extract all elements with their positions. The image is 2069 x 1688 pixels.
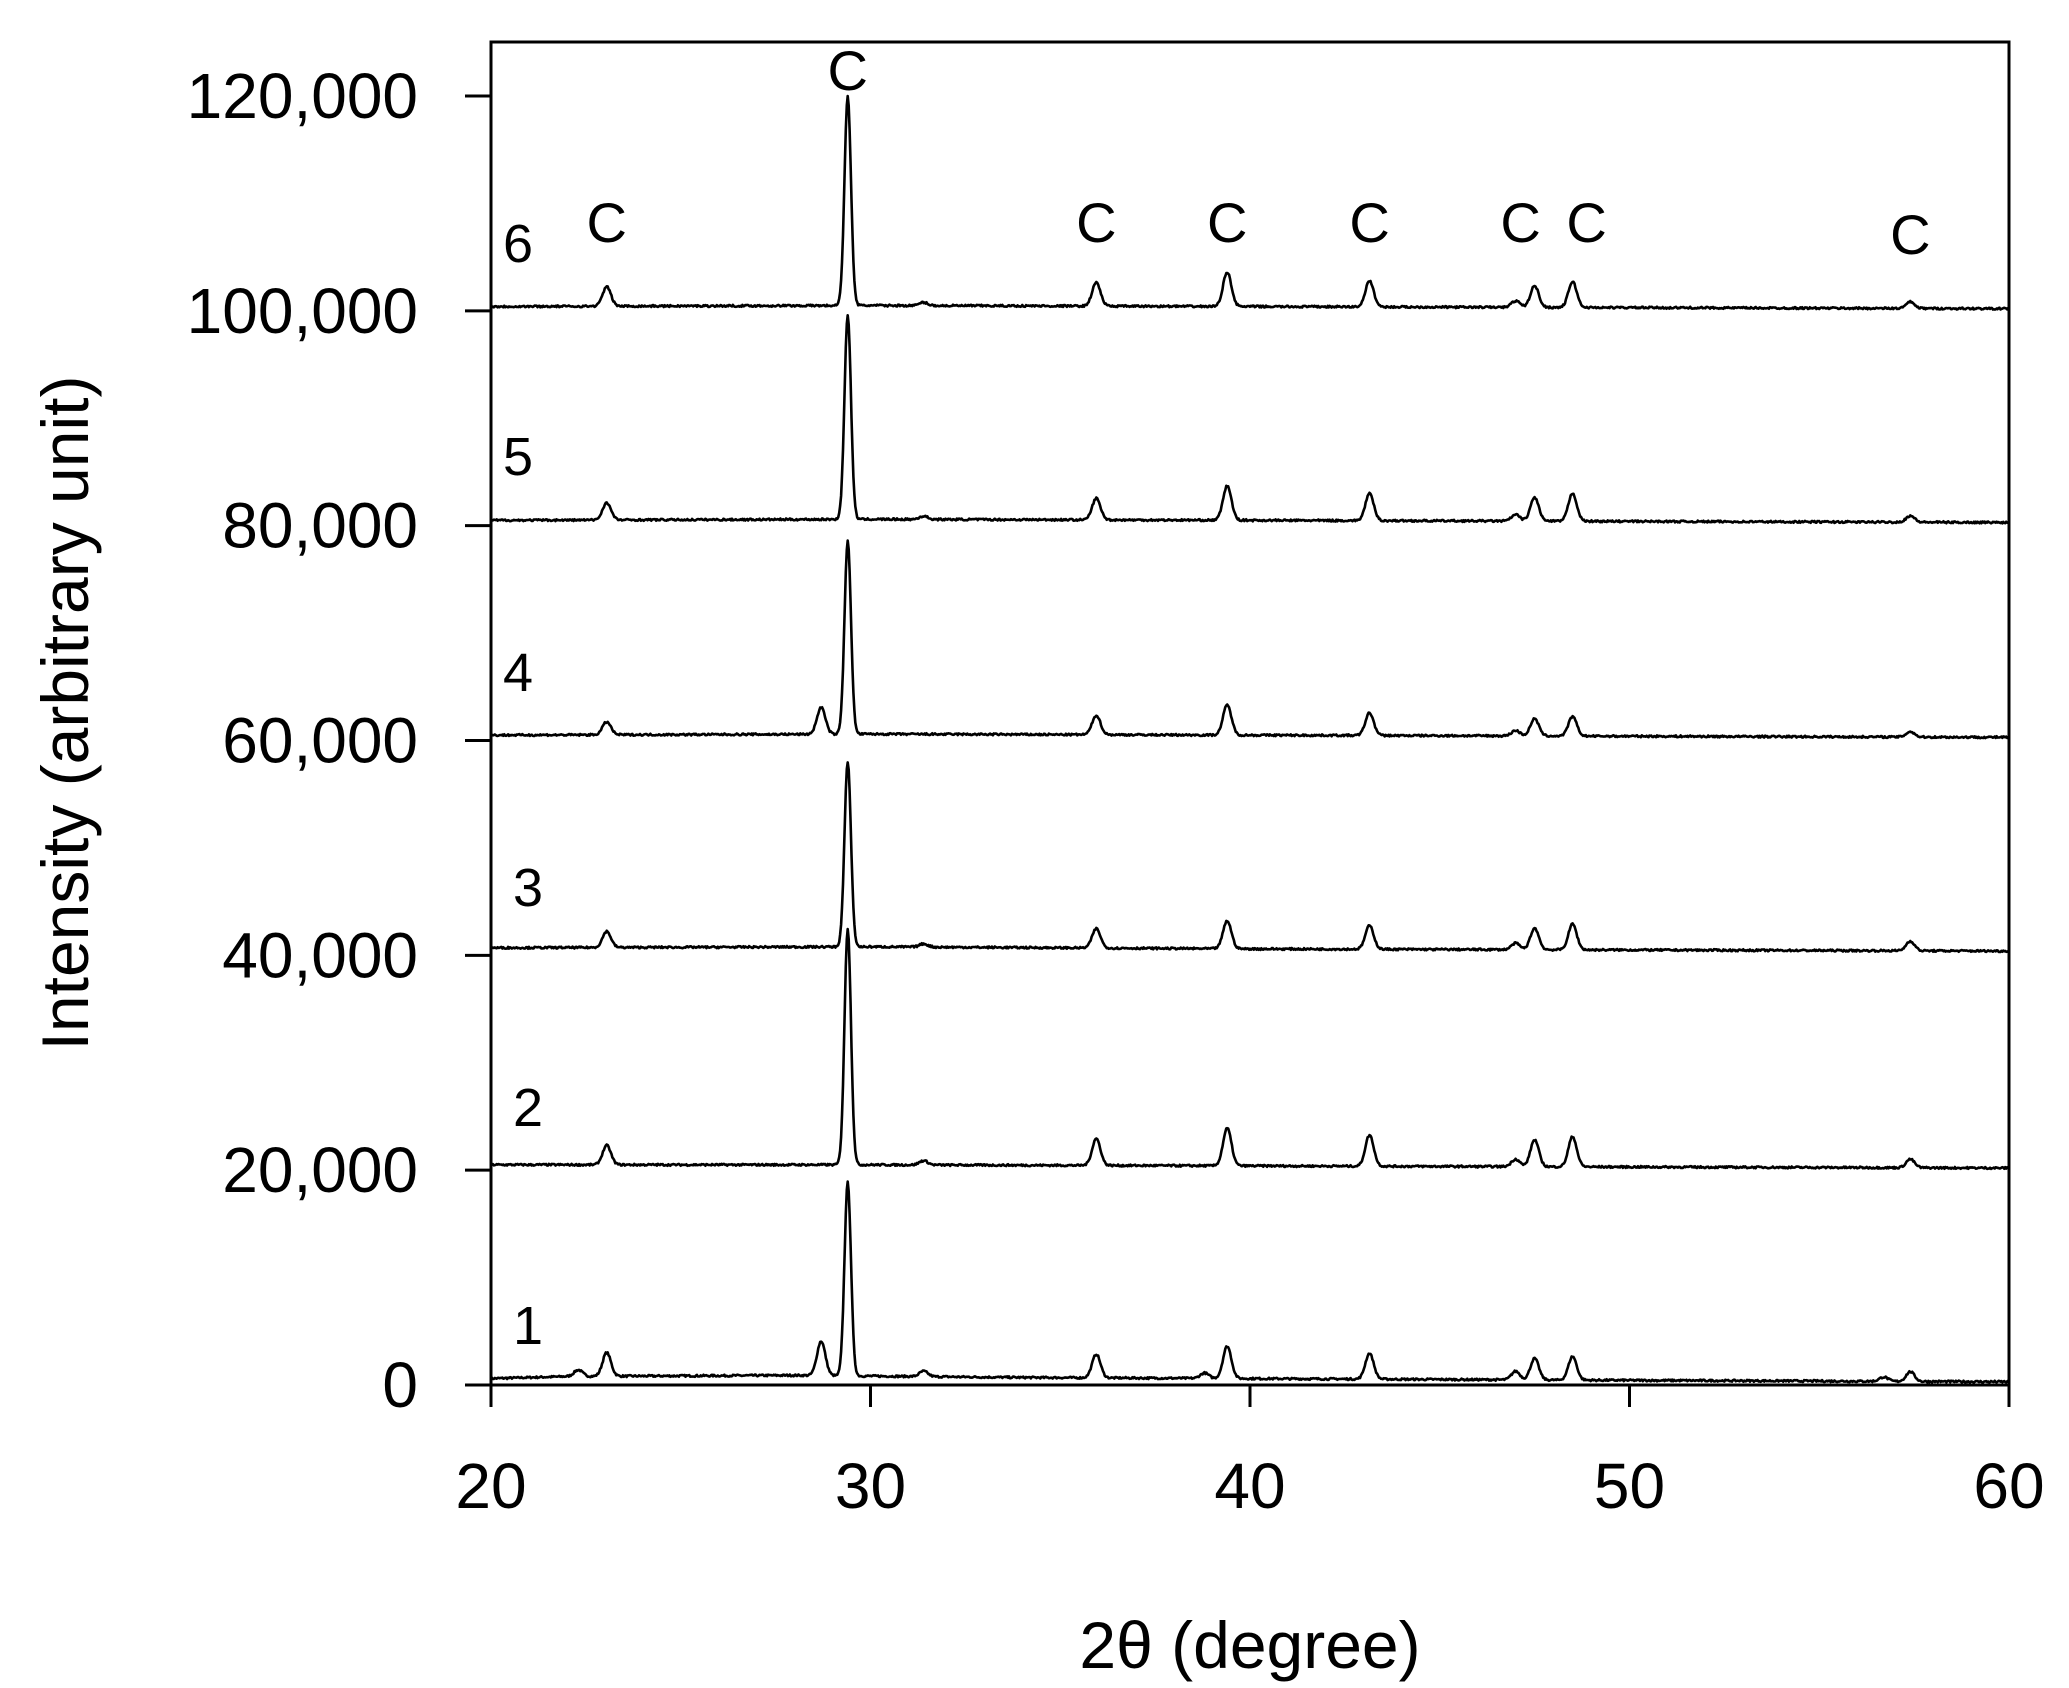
- series-line-3: [490, 761, 2010, 954]
- peak-label-c: C: [1349, 191, 1389, 254]
- series-layer: [489, 94, 2011, 1384]
- series-label: 6: [503, 214, 533, 274]
- y-axis: 0 20,000 40,000 60,000 80,000 100,000 120,000: [187, 60, 491, 1421]
- x-axis-title: 2θ (degree): [1079, 1608, 1420, 1682]
- peak-label-c: C: [1207, 191, 1247, 254]
- peak-label-c: C: [1566, 191, 1606, 254]
- y-tick-label: 100,000: [187, 275, 418, 347]
- series-label: 4: [503, 643, 533, 703]
- series-line-1: [489, 1180, 2011, 1384]
- series-line-4: [489, 539, 2010, 740]
- y-tick-label: 0: [382, 1349, 418, 1421]
- series-label: 3: [513, 858, 543, 918]
- plot-frame: [489, 40, 2011, 1387]
- peak-label-c: C: [828, 39, 868, 102]
- series-line-5: [490, 314, 2011, 525]
- x-tick-label: 60: [1973, 1450, 2044, 1522]
- y-tick-label: 120,000: [187, 60, 418, 132]
- x-tick-label: 40: [1214, 1450, 1285, 1522]
- x-tick-label: 20: [455, 1450, 526, 1522]
- peak-label-c: C: [587, 191, 627, 254]
- series-label: 2: [513, 1078, 543, 1138]
- y-tick-label: 20,000: [222, 1134, 418, 1206]
- series-line-6: [490, 94, 2010, 311]
- y-tick-label: 60,000: [222, 705, 418, 777]
- peak-label-c: C: [1890, 203, 1930, 266]
- series-labels: 1 2 3 4 5 6: [503, 214, 543, 1356]
- series-label: 1: [513, 1296, 543, 1356]
- y-tick-label: 80,000: [222, 490, 418, 562]
- peak-label-c: C: [1500, 191, 1540, 254]
- series-line-2: [490, 927, 2010, 1171]
- x-tick-label: 50: [1594, 1450, 1665, 1522]
- x-axis: 20 30 40 50 60: [455, 1385, 2045, 1522]
- x-tick-label: 30: [835, 1450, 906, 1522]
- y-axis-title: Intensity (arbitrary unit): [28, 376, 102, 1051]
- peak-labels: CCC C C C C C: [587, 39, 1931, 266]
- peak-label-c: C: [1076, 191, 1116, 254]
- series-label: 5: [503, 427, 533, 487]
- y-tick-label: 40,000: [222, 919, 418, 991]
